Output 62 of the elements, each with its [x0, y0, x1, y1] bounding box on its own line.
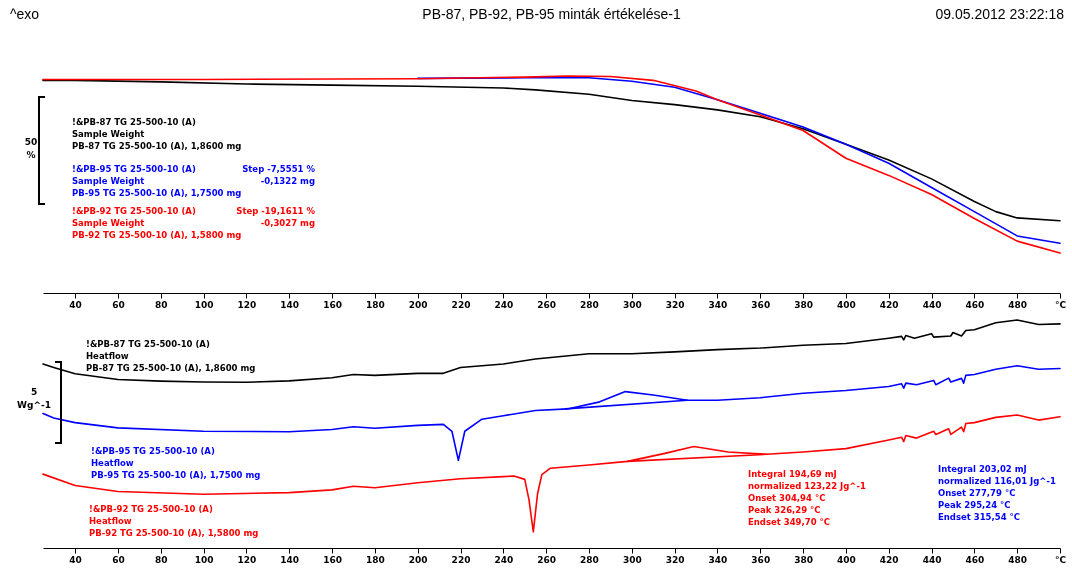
x-tick-label: 80: [154, 554, 168, 565]
x-tick-label: 420: [879, 299, 899, 310]
x-tick-label: 360: [751, 554, 771, 565]
x-tick-label: 240: [494, 554, 514, 565]
x-tick-label: 160: [323, 554, 342, 565]
x-tick-label: 320: [665, 554, 685, 565]
x-tick-label: °C: [1054, 554, 1067, 565]
x-tick-label: 420: [879, 554, 899, 565]
x-tick-label: 380: [794, 299, 813, 310]
x-tick-label: 260: [537, 299, 557, 310]
y-axis-title: 5 Wg^-1: [17, 387, 51, 410]
x-tick-label: 440: [922, 299, 942, 310]
x-tick-label: 140: [280, 554, 300, 565]
x-tick-label: 160: [323, 299, 342, 310]
annotation: Integral 194,69 mJ normalized 123,22 Jg^-1 Onset 304,94 °C Peak 326,29 °C Endset 349,70 °C: [748, 469, 866, 527]
x-tick-label: 460: [965, 299, 985, 310]
x-tick-label: 480: [1008, 554, 1028, 565]
x-tick-label: 120: [237, 554, 257, 565]
x-tick-label: 340: [708, 299, 728, 310]
x-tick-label: 200: [408, 554, 428, 565]
x-tick-label: 40: [69, 299, 82, 310]
chart-title: PB-87, PB-92, PB-95 minták értékelése-1: [422, 6, 681, 22]
x-tick-label: 100: [194, 299, 214, 310]
x-tick-label: 240: [494, 299, 514, 310]
x-tick-label: 440: [922, 554, 942, 565]
x-tick-label: 480: [1008, 299, 1028, 310]
x-tick-label: 400: [837, 299, 856, 310]
x-tick-label: 300: [622, 554, 642, 565]
x-tick-label: 60: [112, 554, 125, 565]
x-tick-label: 320: [665, 299, 685, 310]
text: !&PB-87 TG 25-500-10 (A) Sample Weight PB-87 TG 25-500-10 (A), 1,8600 mg: [72, 117, 242, 151]
x-tick-label: 40: [69, 554, 82, 565]
x-tick-label: 180: [365, 554, 385, 565]
x-tick-label: 340: [708, 554, 728, 565]
x-tick-label: 220: [451, 299, 471, 310]
y-axis-title: 50 %: [24, 137, 38, 160]
x-tick-label: 60: [112, 299, 125, 310]
x-tick-label: 220: [451, 554, 471, 565]
x-tick-label: 300: [622, 299, 642, 310]
annotation: Integral 203,02 mJ normalized 116,01 Jg^-1 Onset 277,79 °C Peak 295,24 °C Endset 315,54 °C: [938, 464, 1056, 522]
text: !&PB-95 TG 25-500-10 (A) Sample Weight PB-95 TG 25-500-10 (A), 1,7500 mg: [72, 164, 242, 198]
x-tick-label: 380: [794, 554, 813, 565]
x-tick-label: °C: [1054, 299, 1067, 310]
x-tick-label: 280: [580, 299, 599, 310]
x-tick-label: 180: [365, 299, 385, 310]
x-tick-label: 460: [965, 554, 985, 565]
annotation: Step -7,5551 % -0,1322 mg: [242, 164, 316, 186]
x-tick-label: 80: [154, 299, 168, 310]
series-label: !&PB-95 TG 25-500-10 (A) Heatflow PB-95 TG 25-500-10 (A), 1,7500 mg: [91, 446, 261, 480]
series-label: !&PB-87 TG 25-500-10 (A) Heatflow PB-87 TG 25-500-10 (A), 1,8600 mg: [86, 339, 256, 373]
x-tick-label: 120: [237, 299, 257, 310]
x-tick-label: 100: [194, 554, 214, 565]
x-tick-label: 400: [837, 554, 856, 565]
series-label: !&PB-92 TG 25-500-10 (A) Heatflow PB-92 TG 25-500-10 (A), 1,5800 mg: [89, 504, 259, 538]
x-tick-label: 200: [408, 299, 428, 310]
x-tick-label: 140: [280, 299, 300, 310]
text: ^exo: [10, 6, 40, 22]
x-tick-label: 260: [537, 554, 557, 565]
x-tick-label: 360: [751, 299, 771, 310]
annotation: Step -19,1611 % -0,3027 mg: [236, 206, 316, 228]
x-tick-label: 280: [580, 554, 599, 565]
text: 09.05.2012 23:22:18: [935, 6, 1065, 22]
